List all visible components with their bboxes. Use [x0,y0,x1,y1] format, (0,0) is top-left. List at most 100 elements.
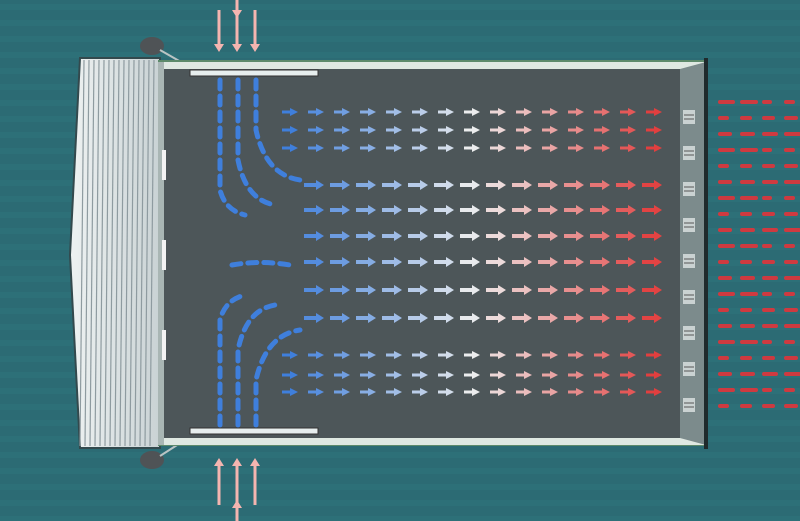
airflow-arrow-head [602,313,610,323]
airflow-arrow-head [576,144,584,152]
airflow-arrow-head [654,108,662,116]
curved-airflow-stream [235,77,278,208]
pad-stripe [94,59,100,447]
exhaust-dash [784,276,800,280]
airflow-arrow-head [394,205,402,215]
airflow-arrow-head [394,371,402,379]
exhaust-dash [762,116,775,120]
airflow-arrow-head [342,351,350,359]
airflow-arrow-head [550,257,558,267]
exhaust-dash [718,228,732,232]
airflow-arrow-head [290,351,298,359]
exhaust-dash [762,308,775,312]
airflow-arrow-head [602,231,610,241]
airflow-arrow-head [394,180,402,190]
airflow-arrow-head [316,108,324,116]
airflow-arrow-head [472,351,480,359]
airflow-arrow-head [602,205,610,215]
exhaust-dash [718,164,729,168]
airflow-arrow-head [576,126,584,134]
exhaust-dash [784,292,795,296]
exhaust-dash [718,324,732,328]
airflow-arrow-head [498,351,506,359]
airflow-arrow-head [498,108,506,116]
water-stripe [0,484,800,490]
airflow-arrow-head [394,231,402,241]
exhaust-dash [784,372,800,376]
exhaust-dash [762,372,778,376]
fan-slot [683,110,695,124]
airflow-arrow-head [446,388,454,396]
curved-airflow-stream [253,77,303,183]
exhaust-dash [718,276,732,280]
water-stripe [0,20,800,26]
airflow-arrow-head [472,313,480,323]
inlet-arrow-head [250,458,260,466]
airflow-arrow-head [342,180,350,190]
airflow-arrow-head [290,108,298,116]
airflow-arrow-head [342,231,350,241]
exhaust-dash [762,340,772,344]
exhaust-dash [740,100,758,104]
airflow-arrow-head [420,257,428,267]
airflow-arrow-head [446,108,454,116]
airflow-arrow-head [446,351,454,359]
inlet-arrow-head [232,500,242,508]
exhaust-dash [784,116,798,120]
exhaust-dash [762,100,772,104]
airflow-arrow-head [446,313,454,323]
exhaust-dash [718,372,732,376]
airflow-arrow-head [394,351,402,359]
airflow-arrow-head [446,144,454,152]
airflow-arrow-head [654,231,662,241]
pad-stripe [109,59,115,447]
exhaust-dash [718,244,735,248]
water-stripe [0,4,800,10]
airflow-arrow-head [446,180,454,190]
airflow-arrow-head [654,371,662,379]
airflow-arrow-head [446,126,454,134]
airflow-arrow-head [394,144,402,152]
airflow-arrow-head [316,388,324,396]
airflow-arrow-head [290,388,298,396]
exhaust-dash [718,356,729,360]
exhaust-dash [740,276,755,280]
exhaust-dash [784,148,795,152]
airflow-arrow-head [472,205,480,215]
airflow-arrow-head [602,371,610,379]
airflow-arrow-head [498,126,506,134]
airflow-arrow-head [420,108,428,116]
airflow-arrow-head [368,313,376,323]
airflow-arrow-head [576,388,584,396]
water-stripe [0,500,800,506]
exhaust-dash [762,404,775,408]
airflow-arrow-head [576,231,584,241]
pad-stripe [114,59,120,447]
airflow-arrow-head [498,231,506,241]
airflow-arrow-head [498,144,506,152]
airflow-arrow-head [446,231,454,241]
airflow-arrow-head [628,285,636,295]
airflow-arrow-head [524,108,532,116]
exhaust-dash [740,228,755,232]
airflow-arrow-head [498,371,506,379]
pad-stripe [129,59,135,447]
exhaust-dash [762,148,772,152]
water-stripe [0,516,800,521]
inlet-arrow-head [232,10,242,18]
exhaust-dash [784,180,800,184]
airflow-arrow-head [576,257,584,267]
airflow-arrow-head [524,144,532,152]
airflow-arrow-head [316,231,324,241]
airflow-arrow-head [524,126,532,134]
exhaust-dash [762,196,772,200]
airflow-arrow-head [550,351,558,359]
airflow-arrow-head [550,388,558,396]
airflow-arrow-head [316,257,324,267]
airflow-arrow-head [290,126,298,134]
airflow-arrow-head [316,144,324,152]
airflow-arrow-head [446,205,454,215]
airflow-arrow-head [576,351,584,359]
airflow-arrow-head [498,180,506,190]
exhaust-dash [718,180,732,184]
